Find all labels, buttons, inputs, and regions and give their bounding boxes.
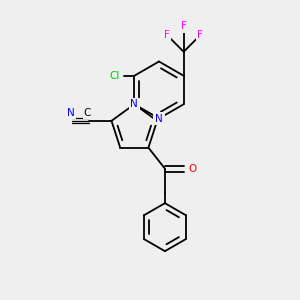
Text: F: F bbox=[181, 21, 187, 31]
Text: F: F bbox=[164, 30, 170, 40]
Text: N: N bbox=[130, 99, 138, 109]
Text: N: N bbox=[155, 113, 163, 124]
Text: Cl: Cl bbox=[110, 71, 120, 81]
Text: F: F bbox=[197, 30, 203, 40]
Text: O: O bbox=[188, 164, 196, 174]
Text: N: N bbox=[67, 108, 75, 118]
Text: C: C bbox=[84, 108, 91, 118]
